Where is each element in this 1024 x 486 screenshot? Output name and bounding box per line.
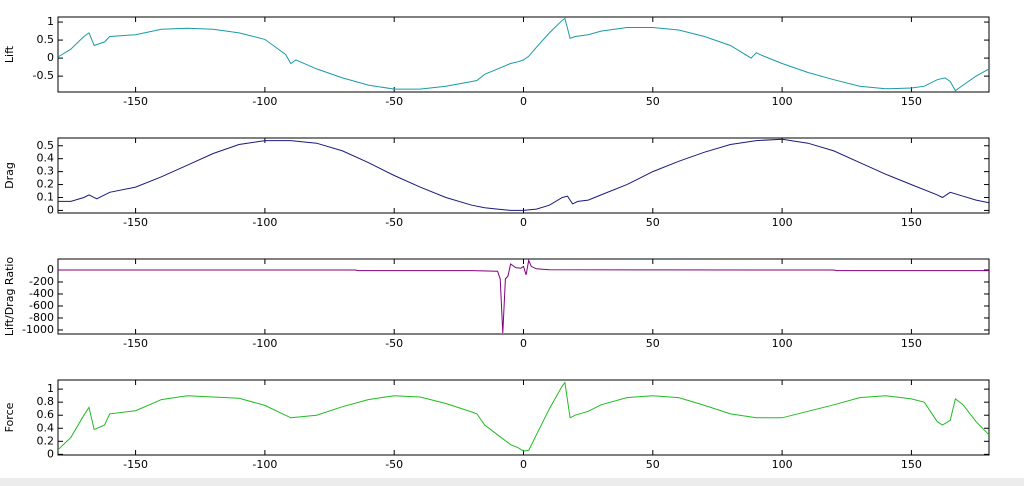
y-tick-label: 0.2 (37, 434, 55, 447)
data-line (58, 138, 990, 211)
x-tick-label: -50 (385, 216, 403, 229)
y-tick-label: -800 (29, 311, 54, 324)
x-tick-label: 150 (901, 337, 922, 350)
x-tick-label: -50 (385, 337, 403, 350)
x-tick-label: 150 (901, 95, 922, 108)
y-tick-label: 0.5 (37, 139, 55, 152)
y-tick-label: 0 (47, 51, 54, 64)
y-tick-label: 0.1 (37, 190, 55, 203)
x-tick-label: -100 (252, 216, 277, 229)
x-tick-label: -150 (123, 95, 148, 108)
x-tick-label: 150 (901, 216, 922, 229)
y-tick-label: -200 (29, 275, 54, 288)
y-tick-label: 1 (47, 382, 54, 395)
x-tick-label: 0 (520, 216, 527, 229)
x-tick-label: 0 (520, 95, 527, 108)
x-tick-label: -150 (123, 216, 148, 229)
x-tick-label: -50 (385, 95, 403, 108)
x-tick-label: 100 (772, 337, 793, 350)
x-tick-label: -100 (252, 95, 277, 108)
plot-frame (57, 137, 990, 214)
x-tick-label: -150 (123, 337, 148, 350)
x-tick-label: -100 (252, 337, 277, 350)
y-tick-label: -0.5 (33, 69, 54, 82)
x-tick-label: -100 (252, 458, 277, 471)
y-tick-label: 0.8 (37, 395, 55, 408)
data-line (57, 381, 990, 452)
y-tick-label: 0.2 (37, 178, 55, 191)
y-axis-label: Lift/Drag Ratio (3, 257, 16, 337)
y-tick-label: 0.5 (37, 33, 55, 46)
x-tick-label: 100 (772, 95, 793, 108)
x-tick-label: 150 (901, 458, 922, 471)
y-tick-label: 1 (47, 15, 54, 28)
y-axis-label: Drag (3, 162, 16, 189)
plot-frame (57, 379, 990, 456)
y-tick-label: 0.3 (37, 165, 55, 178)
x-tick-label: 50 (646, 95, 660, 108)
data-line (58, 258, 989, 334)
x-tick-label: -50 (385, 458, 403, 471)
x-tick-label: 50 (646, 337, 660, 350)
y-tick-label: 0 (47, 263, 54, 276)
y-tick-label: 0 (47, 203, 54, 216)
x-tick-label: -150 (123, 458, 148, 471)
y-tick-label: -600 (29, 299, 54, 312)
x-tick-label: 100 (772, 458, 793, 471)
y-axis-label: Force (3, 402, 16, 432)
y-tick-label: 0.6 (37, 408, 55, 421)
status-strip (0, 478, 1024, 486)
x-tick-label: 50 (646, 458, 660, 471)
y-tick-label: 0 (47, 447, 54, 460)
x-tick-label: 0 (520, 458, 527, 471)
x-tick-label: 100 (772, 216, 793, 229)
y-tick-label: -1000 (22, 323, 54, 336)
y-tick-label: -400 (29, 287, 54, 300)
data-line (57, 17, 990, 92)
x-tick-label: 50 (646, 216, 660, 229)
y-tick-label: 0.4 (37, 152, 55, 165)
y-axis-label: Lift (3, 45, 16, 63)
x-tick-label: 0 (520, 337, 527, 350)
y-tick-label: 0.4 (37, 421, 55, 434)
